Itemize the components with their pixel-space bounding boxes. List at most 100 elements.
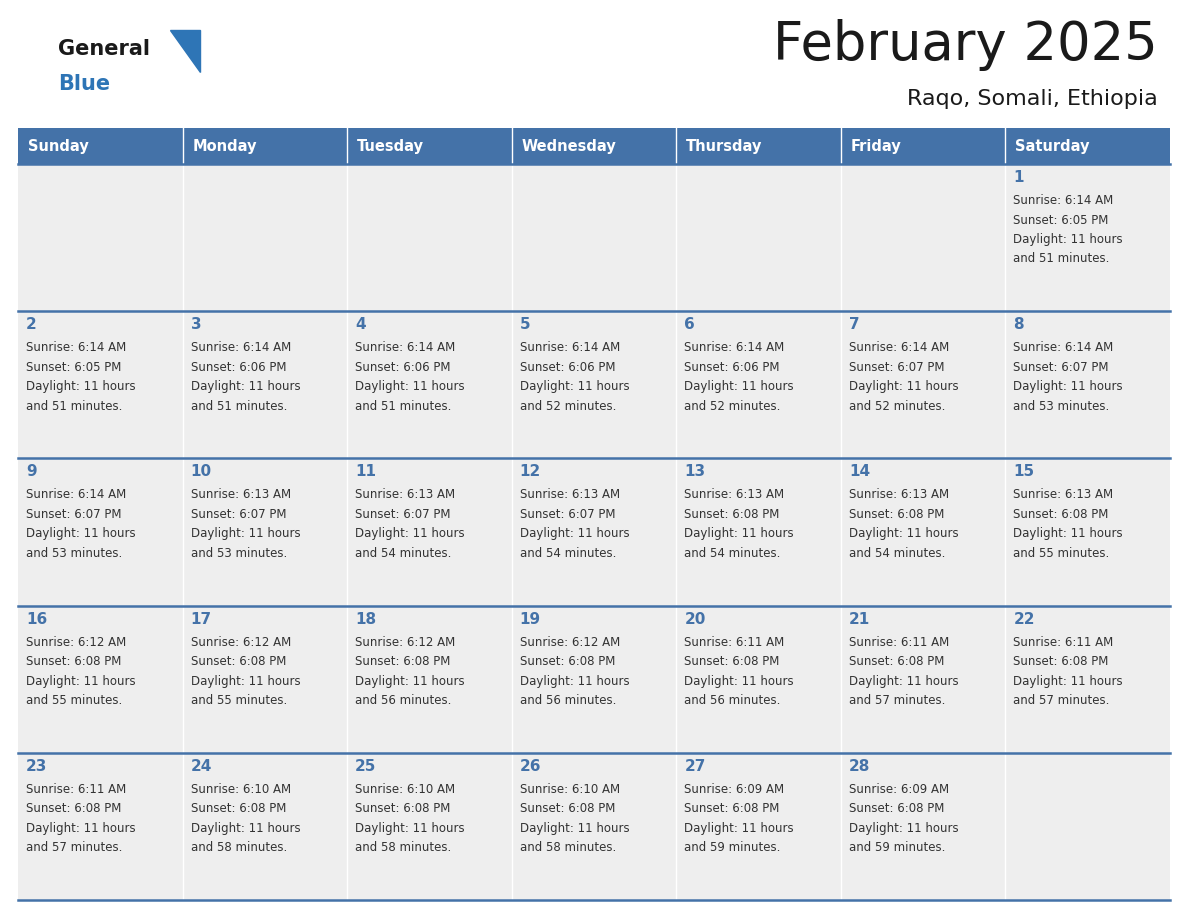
Bar [841, 458, 1005, 606]
Text: 4: 4 [355, 318, 366, 332]
Text: and 51 minutes.: and 51 minutes. [190, 399, 287, 413]
Text: and 59 minutes.: and 59 minutes. [684, 841, 781, 855]
Text: Sunrise: 6:14 AM: Sunrise: 6:14 AM [1013, 341, 1113, 354]
Text: Daylight: 11 hours: Daylight: 11 hours [1013, 528, 1123, 541]
Text: Sunrise: 6:13 AM: Sunrise: 6:13 AM [190, 488, 291, 501]
Bar [512, 753, 676, 900]
Text: and 54 minutes.: and 54 minutes. [849, 547, 946, 560]
Text: 5: 5 [519, 318, 530, 332]
Text: Sunset: 6:07 PM: Sunset: 6:07 PM [355, 508, 450, 521]
Bar [1005, 458, 1170, 606]
Text: Blue: Blue [58, 74, 110, 94]
Text: and 58 minutes.: and 58 minutes. [519, 841, 615, 855]
Bar [347, 164, 512, 311]
Text: Daylight: 11 hours: Daylight: 11 hours [1013, 233, 1123, 246]
Text: Sunrise: 6:13 AM: Sunrise: 6:13 AM [1013, 488, 1113, 501]
Text: Friday: Friday [851, 140, 902, 154]
Text: and 56 minutes.: and 56 minutes. [355, 694, 451, 707]
Text: Daylight: 11 hours: Daylight: 11 hours [26, 380, 135, 393]
Bar [18, 753, 183, 900]
Text: Sunset: 6:08 PM: Sunset: 6:08 PM [684, 655, 779, 668]
Text: Daylight: 11 hours: Daylight: 11 hours [684, 675, 794, 688]
Text: Sunset: 6:08 PM: Sunset: 6:08 PM [355, 655, 450, 668]
Text: Sunrise: 6:12 AM: Sunrise: 6:12 AM [519, 635, 620, 649]
Text: Sunset: 6:05 PM: Sunset: 6:05 PM [1013, 214, 1108, 227]
Text: and 53 minutes.: and 53 minutes. [1013, 399, 1110, 413]
Text: Daylight: 11 hours: Daylight: 11 hours [190, 822, 301, 834]
Text: Sunset: 6:06 PM: Sunset: 6:06 PM [190, 361, 286, 374]
Bar [841, 164, 1005, 311]
Text: Sunrise: 6:10 AM: Sunrise: 6:10 AM [190, 783, 291, 796]
Bar [1005, 128, 1170, 164]
Text: Sunset: 6:08 PM: Sunset: 6:08 PM [1013, 508, 1108, 521]
Bar [183, 164, 347, 311]
Text: Daylight: 11 hours: Daylight: 11 hours [519, 528, 630, 541]
Text: 25: 25 [355, 759, 377, 774]
Text: and 54 minutes.: and 54 minutes. [355, 547, 451, 560]
Text: Sunrise: 6:14 AM: Sunrise: 6:14 AM [684, 341, 784, 354]
Text: Daylight: 11 hours: Daylight: 11 hours [849, 822, 959, 834]
Text: 19: 19 [519, 611, 541, 627]
Text: 17: 17 [190, 611, 211, 627]
Text: 16: 16 [26, 611, 48, 627]
Text: Sunset: 6:08 PM: Sunset: 6:08 PM [355, 802, 450, 815]
Text: Sunset: 6:06 PM: Sunset: 6:06 PM [684, 361, 779, 374]
Text: Thursday: Thursday [687, 140, 763, 154]
Text: Tuesday: Tuesday [358, 140, 424, 154]
Text: Daylight: 11 hours: Daylight: 11 hours [519, 822, 630, 834]
Text: Sunrise: 6:14 AM: Sunrise: 6:14 AM [26, 488, 126, 501]
Text: Sunset: 6:08 PM: Sunset: 6:08 PM [849, 655, 944, 668]
Text: and 57 minutes.: and 57 minutes. [1013, 694, 1110, 707]
Text: Daylight: 11 hours: Daylight: 11 hours [684, 528, 794, 541]
Text: and 55 minutes.: and 55 minutes. [1013, 547, 1110, 560]
Text: and 52 minutes.: and 52 minutes. [849, 399, 946, 413]
Bar [347, 311, 512, 458]
Polygon shape [170, 30, 200, 72]
Text: and 54 minutes.: and 54 minutes. [519, 547, 617, 560]
Text: Sunrise: 6:09 AM: Sunrise: 6:09 AM [849, 783, 949, 796]
Bar [512, 128, 676, 164]
Bar [18, 311, 183, 458]
Text: and 51 minutes.: and 51 minutes. [26, 399, 122, 413]
Text: 2: 2 [26, 318, 37, 332]
Bar [183, 458, 347, 606]
Text: General: General [58, 39, 150, 59]
Text: and 51 minutes.: and 51 minutes. [1013, 252, 1110, 265]
Text: Sunset: 6:05 PM: Sunset: 6:05 PM [26, 361, 121, 374]
Bar [18, 128, 183, 164]
Text: Daylight: 11 hours: Daylight: 11 hours [849, 380, 959, 393]
Text: Sunrise: 6:10 AM: Sunrise: 6:10 AM [519, 783, 620, 796]
Text: 21: 21 [849, 611, 870, 627]
Text: and 55 minutes.: and 55 minutes. [26, 694, 122, 707]
Bar [676, 753, 841, 900]
Text: Sunrise: 6:14 AM: Sunrise: 6:14 AM [849, 341, 949, 354]
Text: 7: 7 [849, 318, 859, 332]
Text: Sunset: 6:08 PM: Sunset: 6:08 PM [26, 655, 121, 668]
Text: Sunrise: 6:12 AM: Sunrise: 6:12 AM [355, 635, 455, 649]
Text: Sunset: 6:08 PM: Sunset: 6:08 PM [849, 508, 944, 521]
Text: Sunset: 6:08 PM: Sunset: 6:08 PM [849, 802, 944, 815]
Text: Daylight: 11 hours: Daylight: 11 hours [1013, 675, 1123, 688]
Text: Raqo, Somali, Ethiopia: Raqo, Somali, Ethiopia [908, 89, 1158, 109]
Bar [183, 606, 347, 753]
Bar [676, 606, 841, 753]
Text: 27: 27 [684, 759, 706, 774]
Text: and 53 minutes.: and 53 minutes. [26, 547, 122, 560]
Bar [183, 753, 347, 900]
Text: Sunset: 6:08 PM: Sunset: 6:08 PM [1013, 655, 1108, 668]
Bar [512, 458, 676, 606]
Bar [1005, 606, 1170, 753]
Text: 11: 11 [355, 465, 377, 479]
Text: Sunrise: 6:13 AM: Sunrise: 6:13 AM [849, 488, 949, 501]
Bar [18, 458, 183, 606]
Bar [841, 606, 1005, 753]
Text: Daylight: 11 hours: Daylight: 11 hours [190, 528, 301, 541]
Text: Daylight: 11 hours: Daylight: 11 hours [355, 528, 465, 541]
Text: 18: 18 [355, 611, 377, 627]
Text: Sunrise: 6:14 AM: Sunrise: 6:14 AM [519, 341, 620, 354]
Text: 24: 24 [190, 759, 211, 774]
Bar [676, 128, 841, 164]
Text: and 56 minutes.: and 56 minutes. [519, 694, 617, 707]
Text: Daylight: 11 hours: Daylight: 11 hours [26, 528, 135, 541]
Bar [1005, 311, 1170, 458]
